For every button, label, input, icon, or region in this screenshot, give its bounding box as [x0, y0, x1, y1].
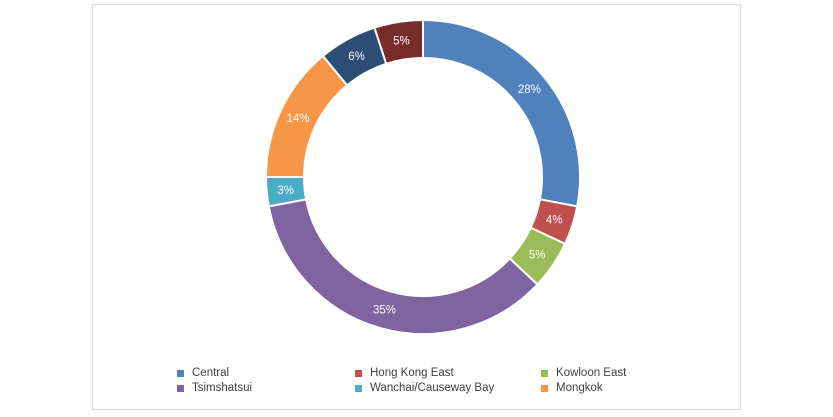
data-label-kowloon-east: 5%: [529, 250, 546, 262]
data-label-central: 28%: [518, 84, 541, 96]
data-label-unlabeled-7: 5%: [393, 36, 410, 48]
data-label-wanchai-causeway-bay: 3%: [277, 185, 294, 197]
data-label-hong-kong-east: 4%: [546, 215, 563, 227]
data-label-tsimshatsui: 35%: [373, 305, 396, 317]
donut-slice-tsimshatsui: [267, 198, 539, 335]
donut-slice-central: [422, 18, 581, 208]
chart-frame: [92, 4, 741, 410]
data-label-unlabeled-6: 6%: [348, 51, 365, 63]
donut-slice-unlabeled-7: [373, 18, 424, 66]
data-label-mongkok: 14%: [287, 113, 310, 125]
